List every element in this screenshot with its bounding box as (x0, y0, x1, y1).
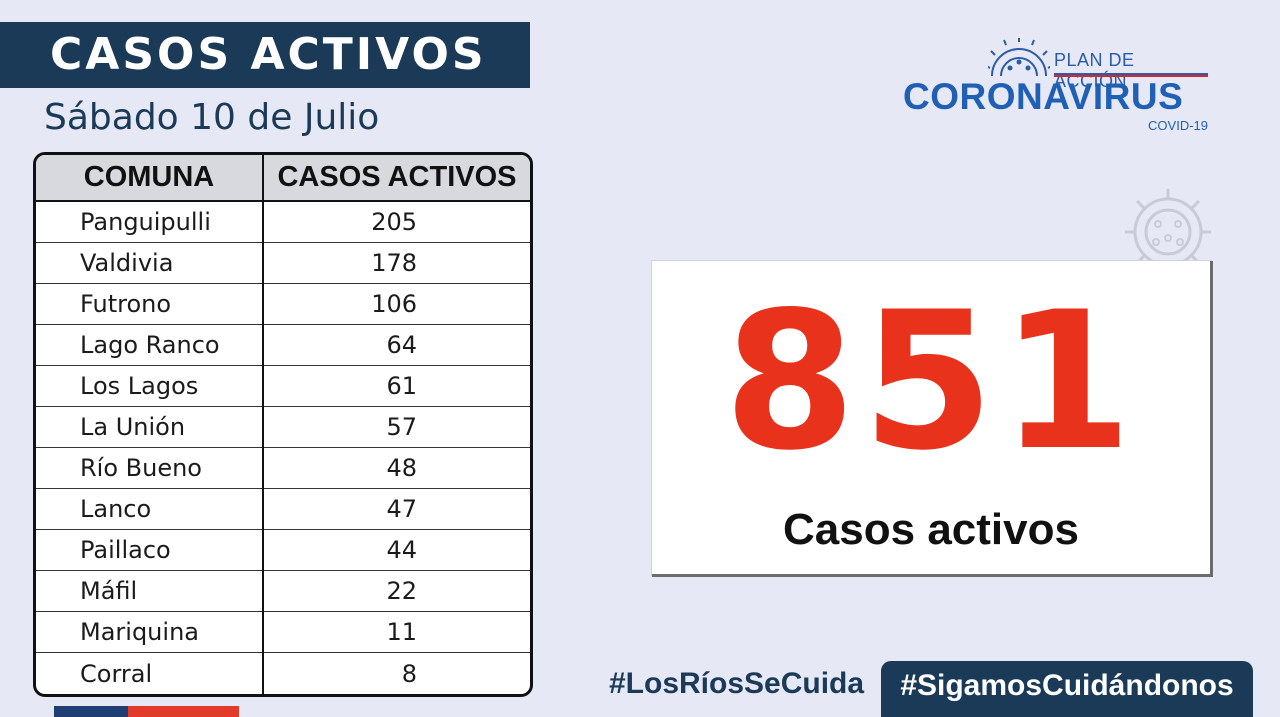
table-row: Los Lagos 61 (36, 365, 530, 407)
hashtag-banner: #SigamosCuidándonos (881, 661, 1253, 717)
date-subtitle: Sábado 10 de Julio (44, 97, 380, 138)
comuna-cell: Valdivia (36, 242, 264, 284)
table-row: Panguipulli 205 (36, 201, 530, 243)
casos-cell: 106 (263, 283, 530, 325)
table-row: Río Bueno 48 (36, 447, 530, 490)
comuna-cell: Lago Ranco (36, 324, 264, 366)
comuna-cell: Futrono (36, 283, 264, 325)
comuna-cell: Máfil (36, 570, 264, 613)
casos-cell: 44 (263, 529, 530, 572)
casos-cell: 8 (401, 659, 417, 688)
logo-divider-red (1054, 75, 1208, 77)
table-row: Valdivia 178 (36, 242, 530, 284)
hashtag-los-rios: #LosRíosSeCuida (609, 667, 865, 700)
cases-table: COMUNA CASOS ACTIVOS Panguipulli 205 Vald… (33, 152, 533, 697)
comuna-cell: Panguipulli (36, 201, 264, 243)
casos-cell: 61 (263, 365, 530, 407)
total-cases-number: 851 (723, 271, 1139, 492)
casos-cell: 47 (263, 488, 530, 531)
casos-cell: 57 (263, 406, 530, 448)
comuna-cell: Lanco (36, 488, 264, 531)
casos-cell: 22 (263, 570, 530, 613)
comuna-cell: Paillaco (36, 529, 264, 572)
coronavirus-logo: PLAN DE ACCIÓN CORONAVIRUS COVID-19 (900, 38, 1212, 138)
comuna-cell: La Unión (36, 406, 264, 448)
comuna-cell: Corral (36, 652, 264, 694)
table-row: Mariquina 11 (36, 611, 530, 654)
column-header-casos: CASOS ACTIVOS (263, 155, 530, 202)
logo-main-text: CORONAVIRUS (903, 76, 1184, 117)
table-header-row: COMUNA CASOS ACTIVOS (36, 155, 530, 202)
page-title: CASOS ACTIVOS (50, 29, 487, 80)
casos-cell: 205 (263, 201, 530, 243)
logo-divider (1054, 73, 1208, 75)
table-row: Futrono 106 (36, 283, 530, 325)
total-cases-card: 851 Casos activos (652, 261, 1213, 577)
comuna-cell: Mariquina (36, 611, 264, 654)
casos-cell: 64 (263, 324, 530, 366)
logo-sub-text: COVID-19 (1148, 118, 1208, 133)
decorative-virus-icon (1125, 189, 1211, 266)
table-row: Paillaco 44 (36, 529, 530, 572)
footer-bar-blue (54, 706, 128, 717)
comuna-cell: Los Lagos (36, 365, 264, 407)
table-row: Corral 8 (36, 652, 530, 694)
column-header-comuna: COMUNA (36, 155, 264, 202)
casos-cell: 178 (263, 242, 530, 284)
comuna-cell: Río Bueno (36, 447, 264, 490)
hashtag-sigamos: #SigamosCuidándonos (900, 669, 1234, 702)
table-row: Lanco 47 (36, 488, 530, 531)
table-row: Máfil 22 (36, 570, 530, 613)
total-cases-label: Casos activos (783, 505, 1079, 554)
title-banner: CASOS ACTIVOS (0, 22, 530, 88)
table-row: Lago Ranco 64 (36, 324, 530, 366)
casos-cell: 48 (263, 447, 530, 490)
casos-cell: 11 (263, 611, 530, 654)
table-row: La Unión 57 (36, 406, 530, 448)
virus-icon (988, 38, 1050, 77)
footer-bar-red (128, 706, 239, 717)
